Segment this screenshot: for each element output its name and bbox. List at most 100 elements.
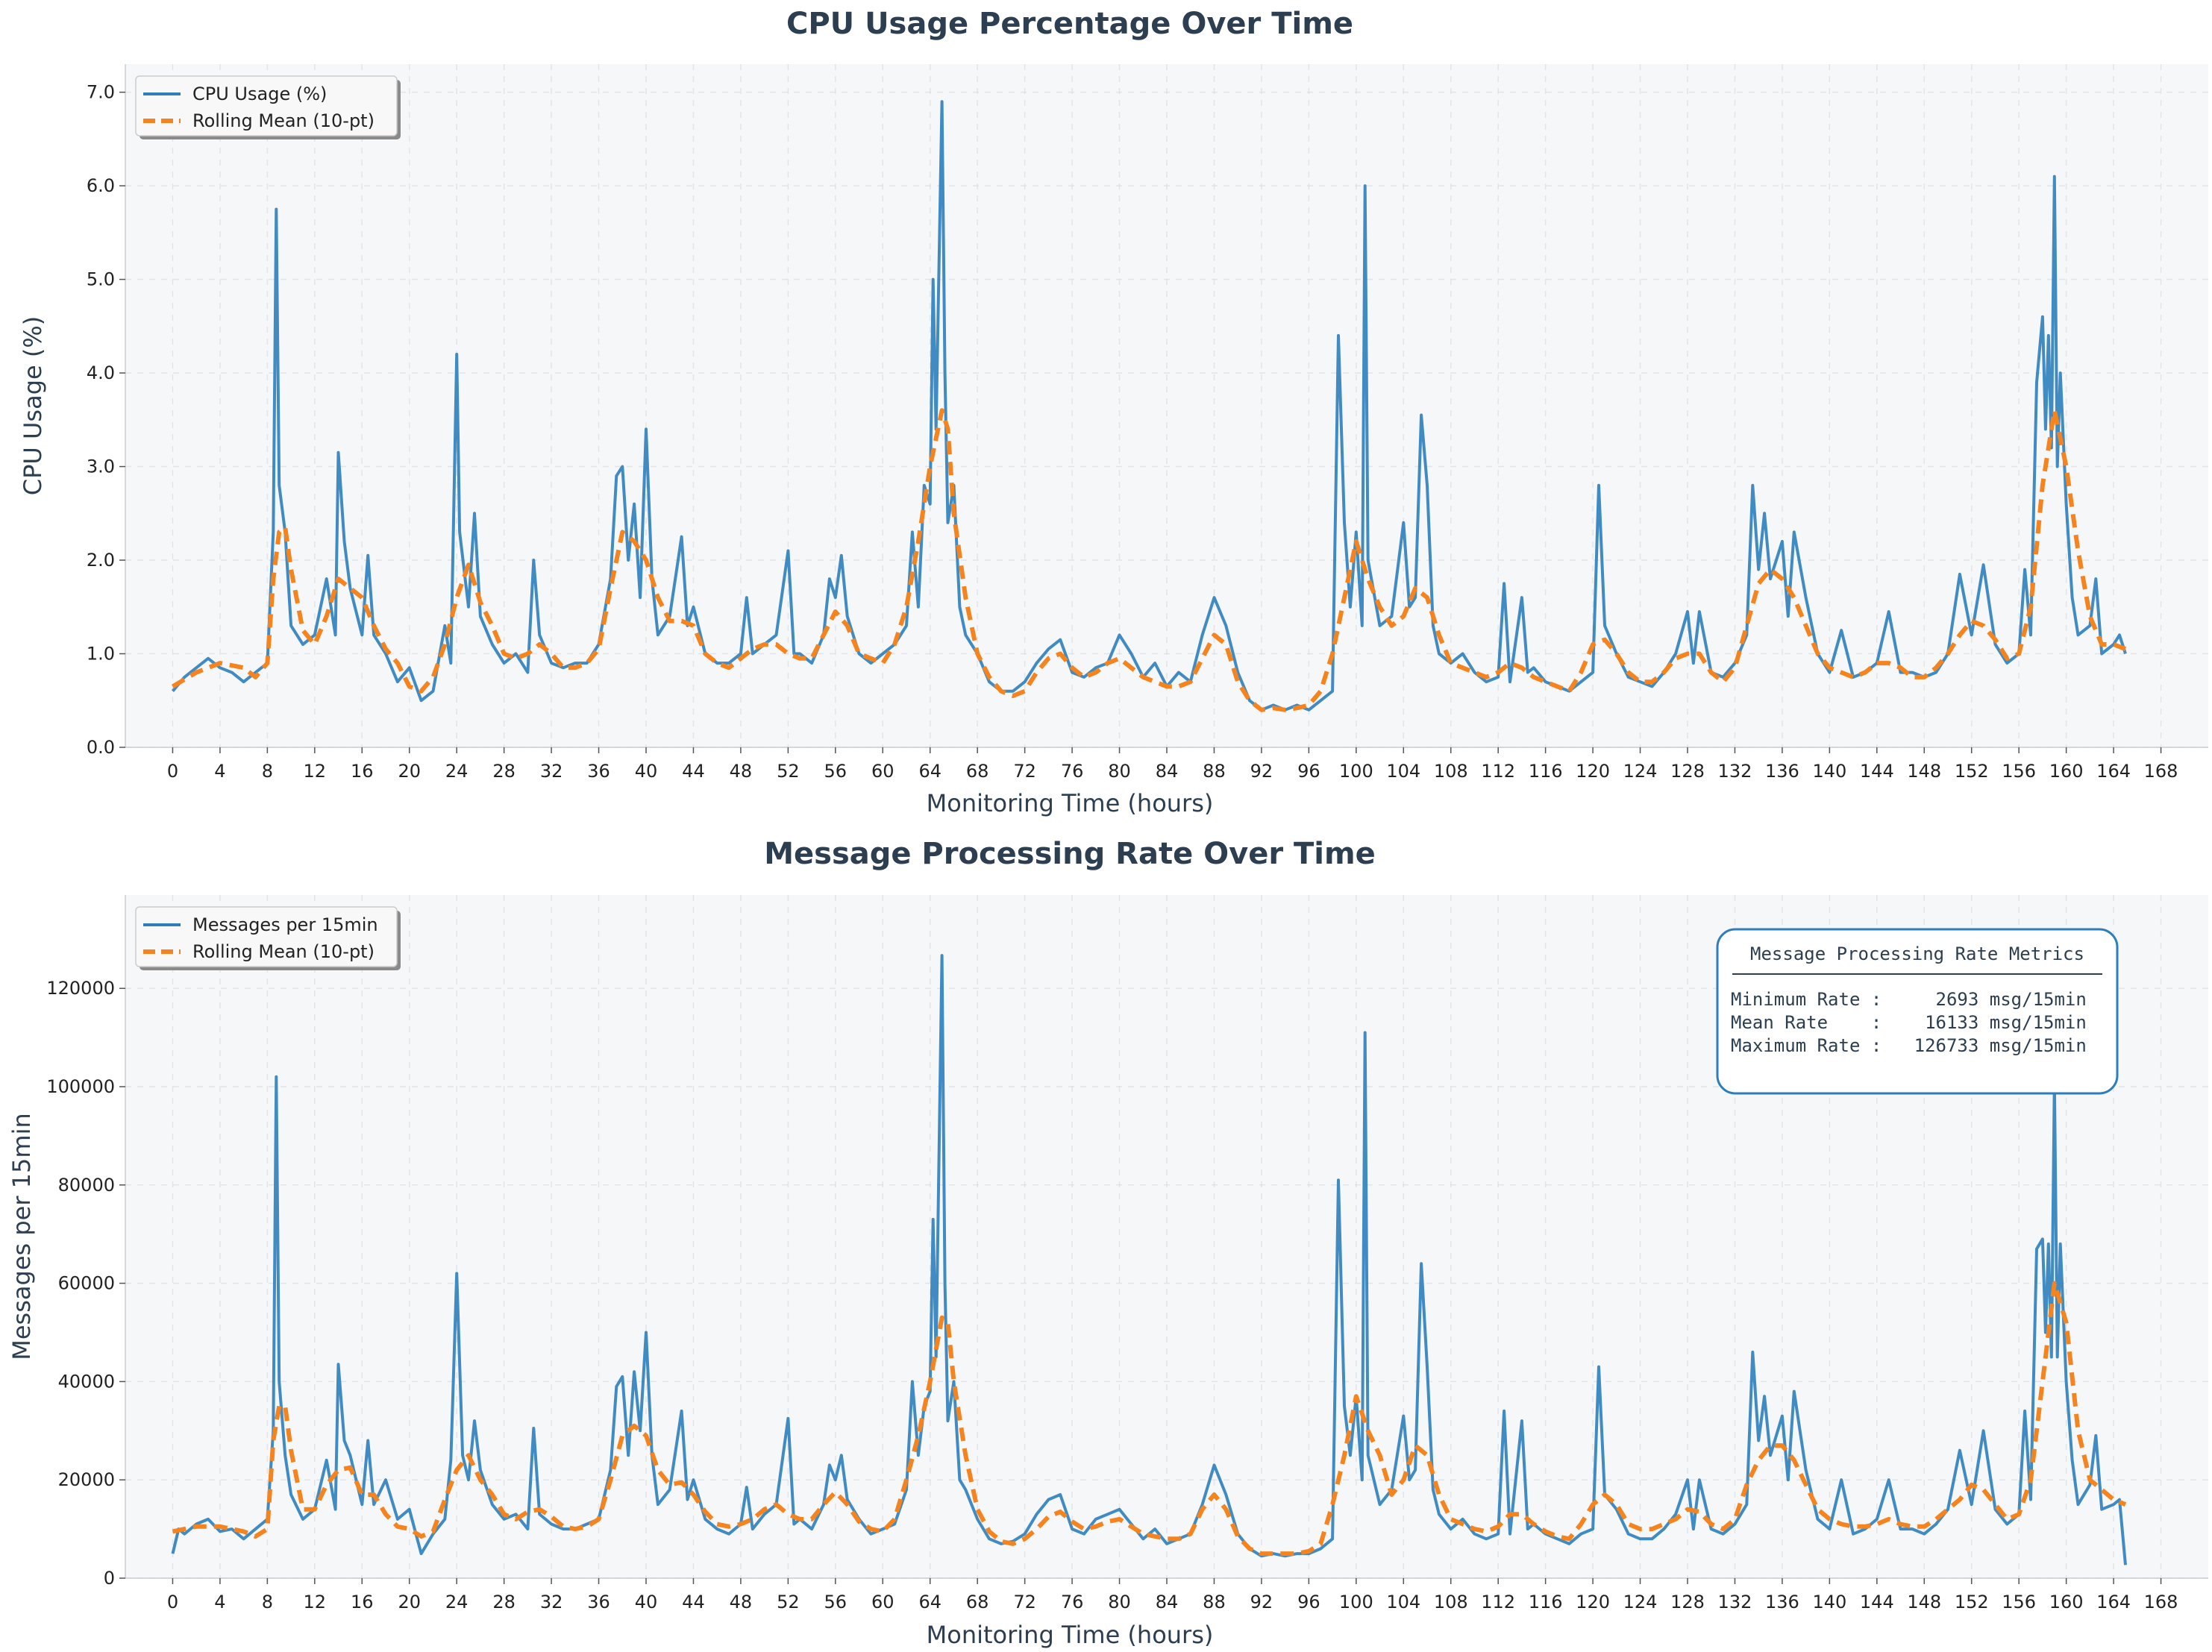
x-tick-label: 156 — [2002, 761, 2036, 782]
x-tick-label: 32 — [540, 761, 563, 782]
x-tick-label: 104 — [1386, 761, 1420, 782]
x-tick-label: 20 — [398, 1592, 421, 1612]
y-tick-label: 100000 — [46, 1076, 115, 1097]
x-tick-label: 100 — [1339, 1592, 1373, 1612]
x-tick-label: 160 — [2049, 761, 2084, 782]
x-tick-label: 100 — [1339, 761, 1373, 782]
x-tick-label: 60 — [871, 761, 894, 782]
x-tick-label: 152 — [1955, 761, 1989, 782]
x-tick-label: 112 — [1481, 761, 1515, 782]
cpu-y-ticks: 0.0 1.0 2.0 3.0 4.0 5.0 6.0 7.0 — [87, 82, 125, 758]
x-tick-label: 0 — [167, 761, 178, 782]
x-tick-label: 64 — [918, 761, 941, 782]
y-tick-label: 0 — [104, 1568, 115, 1589]
legend-label-cpu-usage: CPU Usage (%) — [192, 84, 327, 104]
cpu-chart-title: CPU Usage Percentage Over Time — [786, 7, 1353, 41]
x-tick-label: 80 — [1108, 761, 1131, 782]
x-tick-label: 12 — [304, 1592, 327, 1612]
x-tick-label: 168 — [2144, 761, 2178, 782]
message-x-ticks: 0 4 8 12 16 20 24 28 32 36 40 44 48 52 56 60 64 68 72 76 80 8… — [167, 1578, 2178, 1612]
x-tick-label: 84 — [1156, 1592, 1179, 1612]
x-tick-label: 140 — [1812, 761, 1846, 782]
x-tick-label: 48 — [730, 1592, 753, 1612]
cpu-rolling-mean-line — [171, 408, 2127, 712]
x-tick-label: 128 — [1670, 1592, 1705, 1612]
cpu-x-ticks: 0 4 8 12 16 20 24 28 32 36 40 44 48 52 56 60 64 68 72 76 80 8… — [167, 747, 2178, 782]
cpu-plot-area — [125, 64, 2208, 747]
y-tick-label: 2.0 — [87, 550, 115, 571]
x-tick-label: 48 — [730, 761, 753, 782]
x-tick-label: 124 — [1623, 1592, 1658, 1612]
x-tick-label: 28 — [492, 761, 516, 782]
x-tick-label: 148 — [1907, 1592, 1941, 1612]
x-tick-label: 144 — [1860, 1592, 1894, 1612]
x-tick-label: 128 — [1670, 761, 1705, 782]
x-tick-label: 96 — [1297, 1592, 1320, 1612]
x-tick-label: 8 — [262, 761, 273, 782]
message-x-axis-label: Monitoring Time (hours) — [927, 1621, 1214, 1649]
x-tick-label: 124 — [1623, 761, 1658, 782]
x-tick-label: 4 — [214, 1592, 225, 1612]
cpu-usage-line — [171, 100, 2127, 712]
x-tick-label: 20 — [398, 761, 421, 782]
message-legend: Messages per 15min Rolling Mean (10-pt) — [135, 906, 401, 970]
x-tick-label: 96 — [1297, 761, 1320, 782]
x-tick-label: 136 — [1765, 1592, 1799, 1612]
x-tick-label: 80 — [1108, 1592, 1131, 1612]
metrics-max-rate: Maximum Rate : 126733 msg/15min — [1731, 1035, 2087, 1056]
metrics-mean-rate: Mean Rate : 16133 msg/15min — [1731, 1012, 2087, 1033]
y-tick-label: 1.0 — [87, 644, 115, 665]
x-tick-label: 164 — [2096, 761, 2131, 782]
x-tick-label: 120 — [1576, 1592, 1610, 1612]
metrics-min-rate: Minimum Rate : 2693 msg/15min — [1731, 989, 2087, 1010]
x-tick-label: 44 — [682, 761, 705, 782]
legend-box — [135, 75, 398, 136]
x-tick-label: 76 — [1061, 1592, 1084, 1612]
x-tick-label: 12 — [304, 761, 327, 782]
x-tick-label: 24 — [445, 761, 469, 782]
x-tick-label: 84 — [1156, 761, 1179, 782]
x-tick-label: 44 — [682, 1592, 705, 1612]
y-tick-label: 60000 — [58, 1273, 115, 1294]
y-tick-label: 80000 — [58, 1175, 115, 1196]
cpu-y-axis-label: CPU Usage (%) — [19, 316, 47, 495]
x-tick-label: 40 — [635, 1592, 658, 1612]
x-tick-label: 76 — [1061, 761, 1084, 782]
x-tick-label: 4 — [214, 761, 225, 782]
y-tick-label: 6.0 — [87, 175, 115, 196]
y-tick-label: 4.0 — [87, 362, 115, 383]
legend-label-rolling-mean: Rolling Mean (10-pt) — [192, 941, 375, 962]
x-tick-label: 160 — [2049, 1592, 2084, 1612]
x-tick-label: 108 — [1434, 761, 1468, 782]
x-tick-label: 24 — [445, 1592, 469, 1612]
x-tick-label: 164 — [2096, 1592, 2131, 1612]
message-rate-chart: 0 4 8 12 16 20 24 28 32 36 40 44 48 52 56 60 64 68 72 76 80 8… — [7, 837, 2208, 1649]
x-tick-label: 68 — [966, 761, 989, 782]
x-tick-label: 8 — [262, 1592, 273, 1612]
metrics-title: Message Processing Rate Metrics — [1750, 943, 2084, 964]
cpu-legend: CPU Usage (%) Rolling Mean (10-pt) — [135, 75, 401, 139]
x-tick-label: 140 — [1812, 1592, 1846, 1612]
y-tick-label: 3.0 — [87, 456, 115, 477]
x-tick-label: 28 — [492, 1592, 516, 1612]
x-tick-label: 16 — [351, 761, 374, 782]
cpu-x-axis-label: Monitoring Time (hours) — [927, 789, 1214, 817]
x-tick-label: 36 — [587, 761, 610, 782]
x-tick-label: 68 — [966, 1592, 989, 1612]
x-tick-label: 104 — [1386, 1592, 1420, 1612]
x-tick-label: 88 — [1203, 1592, 1226, 1612]
x-tick-label: 56 — [824, 1592, 847, 1612]
x-tick-label: 16 — [351, 1592, 374, 1612]
x-tick-label: 40 — [635, 761, 658, 782]
x-tick-label: 116 — [1529, 761, 1563, 782]
x-tick-label: 0 — [167, 1592, 178, 1612]
metrics-annotation-box: Message Processing Rate Metrics Minimum … — [1716, 928, 2119, 1095]
x-tick-label: 120 — [1576, 761, 1610, 782]
y-tick-label: 40000 — [58, 1371, 115, 1392]
legend-box — [135, 906, 398, 967]
x-tick-label: 108 — [1434, 1592, 1468, 1612]
x-tick-label: 132 — [1718, 1592, 1752, 1612]
x-tick-label: 32 — [540, 1592, 563, 1612]
y-tick-label: 5.0 — [87, 269, 115, 290]
